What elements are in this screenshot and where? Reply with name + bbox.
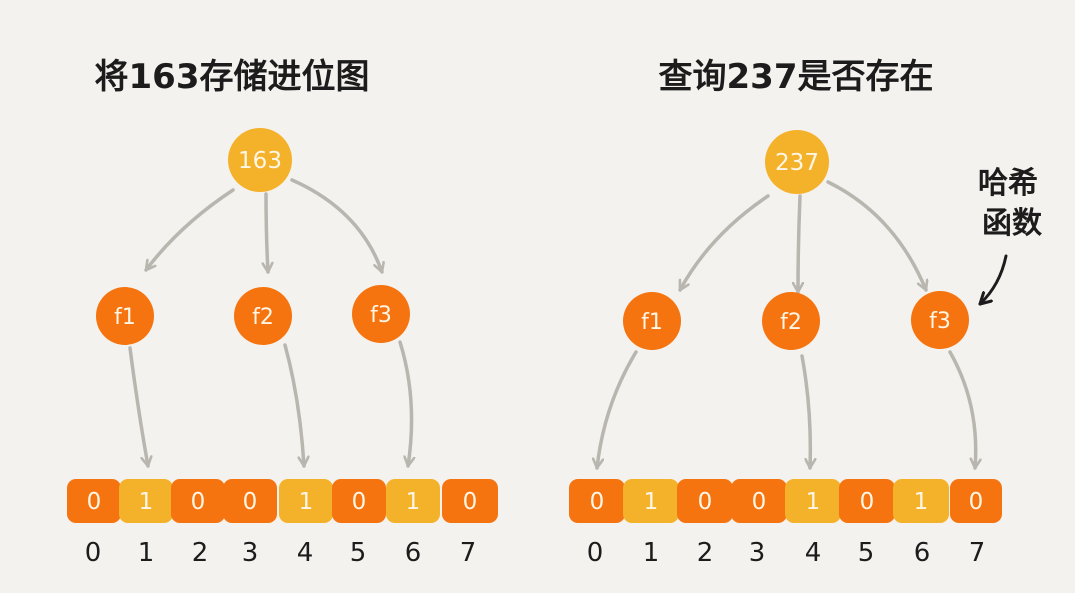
annotation-line-1: 哈希 <box>978 166 1038 201</box>
panel-query: 查询237是否存在 237 f1 f2 f3 <box>569 57 1043 568</box>
hash-node-label: f2 <box>252 305 274 330</box>
bit-cell: 0 <box>677 479 733 523</box>
bit-index: 7 <box>969 538 986 568</box>
arrow-input-to-f3 <box>826 180 926 292</box>
arrow-f1-to-bit <box>128 346 148 468</box>
arrow-f3-to-bit <box>948 350 976 470</box>
bit-index: 6 <box>405 538 422 568</box>
arrow-input-to-f2 <box>266 192 268 274</box>
arrow-input-to-f3 <box>290 178 382 274</box>
arrow-f1-to-bit <box>597 350 638 470</box>
bit-index: 3 <box>242 538 259 568</box>
bit-value: 0 <box>698 489 713 515</box>
hash-to-bit-arrows <box>128 340 412 468</box>
hash-node-f2: f2 <box>762 292 820 350</box>
input-to-hash-arrows <box>678 180 926 294</box>
arrow-input-to-f1 <box>678 194 770 292</box>
input-node-label: 163 <box>238 148 282 174</box>
bit-index: 0 <box>85 538 102 568</box>
arrow-f2-to-bit <box>283 343 304 468</box>
arrow-input-to-f1 <box>144 188 235 272</box>
bit-indices: 0 1 2 3 4 5 6 7 <box>85 538 477 568</box>
bit-indices: 0 1 2 3 4 5 6 7 <box>587 538 986 568</box>
arrow-input-to-f2 <box>798 194 800 294</box>
hash-to-bit-arrows <box>597 350 976 470</box>
bit-value: 0 <box>463 489 478 515</box>
curved-arrow-icon <box>980 254 1008 304</box>
bit-cell: 0 <box>67 479 121 523</box>
bit-cell: 1 <box>119 479 173 523</box>
panel-title: 将163存储进位图 <box>95 57 370 97</box>
bit-value: 0 <box>191 489 206 515</box>
bit-index: 4 <box>297 538 314 568</box>
hash-node-f1: f1 <box>96 287 154 345</box>
bit-cell: 1 <box>386 479 440 523</box>
input-node: 163 <box>228 128 292 192</box>
hash-node-label: f1 <box>641 310 663 335</box>
input-to-hash-arrows <box>144 178 382 274</box>
bit-value: 0 <box>243 489 258 515</box>
bit-value: 1 <box>914 489 929 515</box>
bit-value: 1 <box>644 489 659 515</box>
bit-index: 1 <box>138 538 155 568</box>
bit-cell: 1 <box>785 479 841 523</box>
bit-index: 5 <box>350 538 367 568</box>
bit-value: 0 <box>87 489 102 515</box>
bit-cell: 0 <box>839 479 895 523</box>
bit-value: 0 <box>752 489 767 515</box>
bit-cell: 1 <box>893 479 949 523</box>
bit-cell: 0 <box>223 479 277 523</box>
bit-value: 0 <box>860 489 875 515</box>
hash-node-f3: f3 <box>911 291 969 349</box>
input-node-label: 237 <box>775 150 819 176</box>
bit-value: 1 <box>299 489 314 515</box>
panel-store: 将163存储进位图 163 f1 f2 f3 <box>67 57 498 568</box>
arrow-f3-to-bit <box>398 340 412 468</box>
hash-function-annotation: 哈希 函数 <box>978 166 1043 304</box>
hash-node-f1: f1 <box>623 292 681 350</box>
input-node: 237 <box>765 130 829 194</box>
bit-index: 2 <box>192 538 209 568</box>
panel-title: 查询237是否存在 <box>659 57 934 97</box>
bit-cell: 0 <box>731 479 787 523</box>
bit-index: 7 <box>460 538 477 568</box>
bit-value: 1 <box>806 489 821 515</box>
bit-cell: 0 <box>442 479 498 523</box>
bit-value: 1 <box>139 489 154 515</box>
bit-cell: 0 <box>171 479 225 523</box>
hash-node-f2: f2 <box>234 287 292 345</box>
bit-cell: 1 <box>623 479 679 523</box>
bit-cell: 0 <box>569 479 625 523</box>
bit-value: 0 <box>352 489 367 515</box>
bit-index: 3 <box>749 538 766 568</box>
bit-index: 0 <box>587 538 604 568</box>
bit-array: 0 1 0 0 1 0 1 <box>569 479 1002 523</box>
hash-node-label: f3 <box>370 303 392 328</box>
arrow-f2-to-bit <box>800 354 810 470</box>
annotation-line-2: 函数 <box>982 206 1043 241</box>
bit-index: 1 <box>643 538 660 568</box>
bit-value: 1 <box>406 489 421 515</box>
hash-node-label: f2 <box>780 310 802 335</box>
hash-node-label: f1 <box>114 305 136 330</box>
bit-cell: 0 <box>332 479 386 523</box>
bit-value: 0 <box>590 489 605 515</box>
bit-index: 2 <box>697 538 714 568</box>
bit-cell: 0 <box>950 479 1002 523</box>
hash-node-f3: f3 <box>352 285 410 343</box>
bit-value: 0 <box>969 489 984 515</box>
bit-cell: 1 <box>279 479 333 523</box>
bit-index: 5 <box>858 538 875 568</box>
bit-index: 6 <box>914 538 931 568</box>
hash-node-label: f3 <box>929 309 951 334</box>
bit-array: 0 1 0 0 1 0 1 <box>67 479 498 523</box>
bit-index: 4 <box>805 538 822 568</box>
